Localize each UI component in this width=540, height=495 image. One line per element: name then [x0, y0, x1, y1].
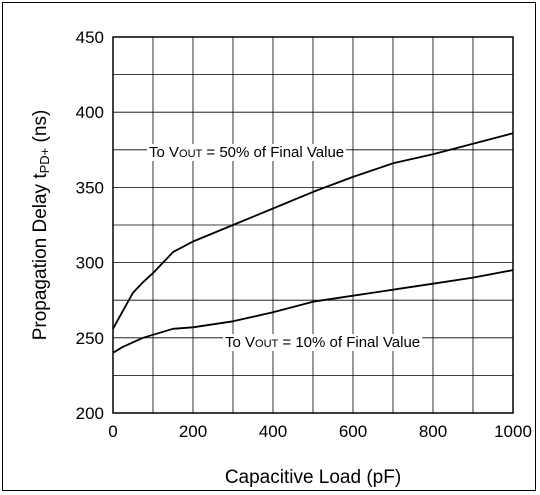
annotation-10-percent: To VOUT = 10% of Final Value [225, 334, 420, 351]
annotations-group: To VOUT = 50% of Final Value To VOUT = 1… [147, 144, 423, 351]
y-tick-label: 350 [76, 178, 104, 197]
x-tick-label: 1000 [494, 422, 532, 441]
annotation-10-background [223, 334, 423, 351]
y-tick-label: 300 [76, 254, 104, 273]
x-axis-label: Capacitive Load (pF) [225, 467, 401, 488]
series-line-50-percent [112, 132, 514, 330]
x-tick-label: 800 [419, 422, 447, 441]
x-tick-label: 400 [259, 422, 287, 441]
y-tick-label: 450 [76, 28, 104, 47]
y-tick-label: 250 [76, 329, 104, 348]
annotation-50-percent: To VOUT = 50% of Final Value [149, 144, 344, 161]
x-tick-label: 600 [339, 422, 367, 441]
x-tick-label: 0 [108, 422, 117, 441]
series-group [112, 132, 514, 354]
series-line-10-percent [112, 269, 514, 354]
y-tick-label: 200 [76, 404, 104, 423]
y-tick-label: 400 [76, 103, 104, 122]
annotation-50-background [147, 144, 347, 161]
x-tick-label: 200 [179, 422, 207, 441]
y-axis-label: Propagation Delay tPD+ (ns) [30, 110, 52, 341]
